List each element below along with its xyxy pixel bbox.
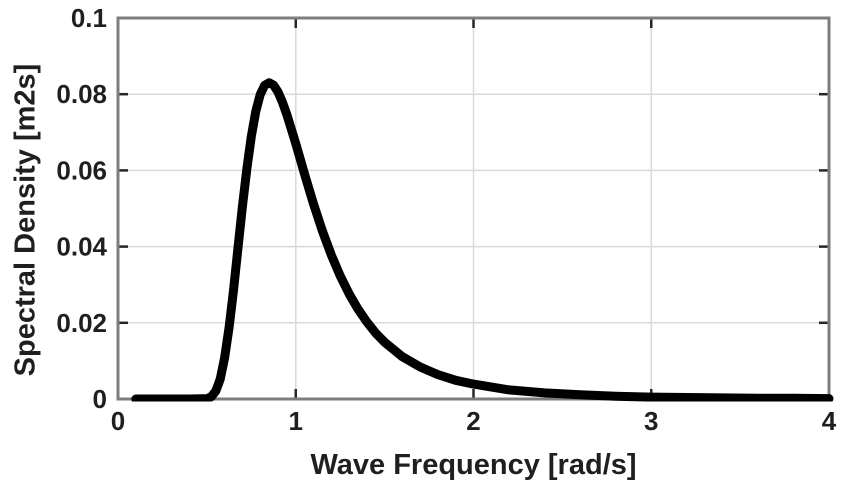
x-tick-label: 3	[644, 406, 658, 436]
y-tick-label: 0.02	[56, 308, 107, 338]
y-tick-label: 0	[93, 384, 107, 414]
x-tick-label: 0	[111, 406, 125, 436]
y-tick-label: 0.04	[56, 232, 107, 262]
y-tick-label: 0.08	[56, 79, 107, 109]
y-axis-label: Spectral Density [m2s]	[9, 63, 42, 377]
x-tick-label: 4	[822, 406, 837, 436]
x-tick-label: 2	[466, 406, 480, 436]
axis-box	[116, 16, 831, 401]
x-axis-label: Wave Frequency [rad/s]	[310, 449, 637, 481]
y-tick-label: 0.06	[56, 155, 107, 185]
spectral-density-curve	[131, 78, 834, 402]
x-tick-label: 1	[289, 406, 303, 436]
y-tick-label: 0.1	[71, 3, 107, 33]
